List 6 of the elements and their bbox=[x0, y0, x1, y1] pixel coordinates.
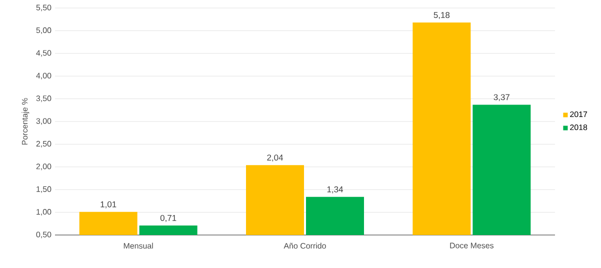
data-label: 0,71 bbox=[160, 214, 176, 222]
data-label: 1,34 bbox=[327, 186, 343, 194]
data-label: 5,18 bbox=[434, 12, 450, 20]
data-label: 2,04 bbox=[267, 154, 284, 162]
data-label: 1,01 bbox=[100, 201, 116, 208]
data-label: 3,37 bbox=[494, 94, 510, 102]
